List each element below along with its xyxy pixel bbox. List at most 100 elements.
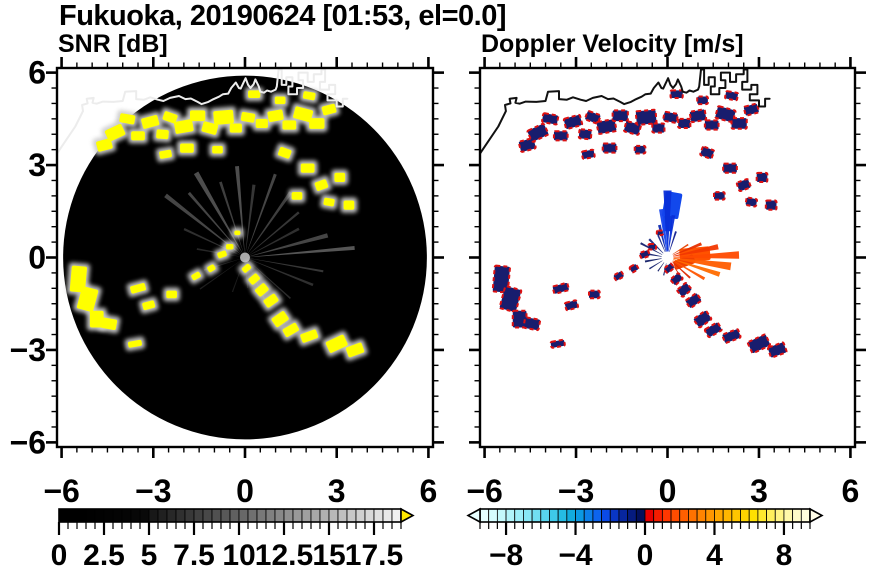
colorbar-segment bbox=[328, 508, 339, 523]
velocity-echo bbox=[742, 102, 760, 117]
snr-echo bbox=[162, 111, 178, 124]
snr-echo bbox=[234, 230, 241, 236]
velocity-echo bbox=[595, 118, 618, 135]
colorbar-segment bbox=[696, 508, 707, 523]
colorbar-over-arrow bbox=[400, 507, 415, 524]
colorbar-segment bbox=[94, 508, 105, 523]
radial-ray bbox=[667, 244, 719, 258]
y-tick-label: 6 bbox=[28, 55, 46, 91]
velocity-echo bbox=[522, 316, 542, 332]
colorbar-segment bbox=[175, 508, 186, 523]
colorbar-segment bbox=[247, 508, 258, 523]
snr-echo bbox=[174, 119, 194, 134]
velocity-echo bbox=[699, 145, 716, 160]
snr-echo bbox=[119, 113, 136, 125]
colorbar-segment bbox=[653, 508, 663, 523]
velocity-echo bbox=[722, 162, 738, 174]
snr-echo bbox=[191, 271, 201, 281]
radial-ray bbox=[659, 208, 668, 258]
velocity-echo bbox=[491, 264, 511, 294]
radial-ray bbox=[219, 181, 245, 258]
radial-ray bbox=[245, 257, 314, 287]
radar-center-hole bbox=[661, 251, 674, 264]
colorbar-segment bbox=[609, 508, 620, 523]
velocity-echo bbox=[721, 328, 742, 344]
velocity-echo bbox=[703, 119, 720, 131]
radial-ray bbox=[667, 257, 732, 271]
snr-echo bbox=[217, 250, 227, 259]
colorbar-label: 5 bbox=[141, 539, 158, 570]
snr-echo bbox=[156, 129, 169, 140]
snr-echo bbox=[263, 293, 279, 308]
snr-echo bbox=[345, 342, 365, 358]
snr-echo bbox=[100, 317, 118, 331]
radial-ray bbox=[667, 242, 702, 258]
vel-plot: −6 −3 0 3 6 bbox=[466, 57, 866, 509]
y-tick-label: −6 bbox=[10, 424, 46, 460]
colorbar-segment bbox=[514, 508, 524, 523]
colorbar-segment bbox=[139, 508, 150, 523]
colorbar-segment bbox=[211, 508, 222, 523]
colorbar-segment bbox=[121, 508, 132, 523]
snr-echo bbox=[248, 90, 261, 99]
velocity-echo bbox=[563, 299, 580, 312]
colorbar-label: 15 bbox=[312, 539, 345, 570]
colorbar-segment bbox=[479, 508, 490, 523]
snr-echo bbox=[142, 300, 156, 311]
colorbar-segment bbox=[274, 508, 285, 523]
snr-echo bbox=[225, 243, 234, 250]
snr-echo bbox=[314, 179, 329, 191]
colorbar-segment bbox=[722, 508, 733, 523]
snr-echo bbox=[180, 143, 194, 153]
y-tick-label: −3 bbox=[10, 332, 46, 368]
velocity-patch bbox=[673, 254, 696, 270]
colorbar-segment bbox=[644, 508, 655, 523]
velocity-echo bbox=[655, 229, 664, 237]
velocity-echo bbox=[703, 321, 723, 339]
colorbar-segment bbox=[557, 508, 568, 523]
colorbar-label: 10 bbox=[222, 539, 255, 570]
snr-echo bbox=[293, 106, 314, 123]
colorbar-label: 8 bbox=[776, 539, 793, 570]
velocity-echo bbox=[577, 128, 593, 141]
velocity-echo bbox=[541, 112, 560, 126]
velocity-echo bbox=[584, 110, 602, 125]
colorbar-segment bbox=[157, 508, 168, 523]
snr-echo bbox=[325, 334, 348, 353]
snr-echo bbox=[104, 123, 126, 142]
radial-ray bbox=[245, 257, 291, 300]
velocity-echo bbox=[549, 338, 566, 349]
x-tick-label: 6 bbox=[420, 473, 438, 509]
colorbar-segment bbox=[740, 508, 750, 523]
x-tick-label: −6 bbox=[466, 473, 502, 509]
colorbar-segment bbox=[202, 508, 213, 523]
colorbar-segment bbox=[364, 508, 375, 523]
colorbar-segment bbox=[583, 508, 594, 523]
snr-echo bbox=[248, 273, 260, 285]
velocity-echo bbox=[730, 117, 748, 130]
radial-ray bbox=[667, 243, 689, 258]
snr-panel-title: SNR [dB] bbox=[58, 30, 168, 58]
snr-echo bbox=[69, 265, 87, 293]
velocity-echo bbox=[580, 148, 596, 160]
snr-echo bbox=[207, 264, 216, 273]
colorbar-segment bbox=[310, 508, 321, 523]
colorbar-segment bbox=[774, 508, 785, 523]
colorbar-segment bbox=[184, 508, 195, 523]
velocity-echo bbox=[712, 191, 726, 201]
snr-plot: −6 −3 0 3 6 6 3 0 −3 −6 bbox=[10, 55, 444, 509]
vel-panel-title: Doppler Velocity [m/s] bbox=[481, 30, 744, 58]
coastline bbox=[480, 68, 771, 156]
snr-echo bbox=[229, 123, 242, 133]
colorbar-segment bbox=[193, 508, 204, 523]
colorbar-segment bbox=[337, 508, 348, 523]
snr-echo bbox=[323, 197, 335, 207]
x-tick-label: −3 bbox=[558, 473, 594, 509]
colorbar-segment bbox=[575, 508, 585, 523]
snr-echo bbox=[212, 145, 223, 154]
velocity-echo bbox=[662, 110, 679, 124]
colorbar-segment bbox=[130, 508, 141, 523]
colorbar-segment bbox=[540, 508, 550, 523]
snr-echo bbox=[189, 110, 206, 122]
radar-center-glow bbox=[240, 252, 250, 263]
